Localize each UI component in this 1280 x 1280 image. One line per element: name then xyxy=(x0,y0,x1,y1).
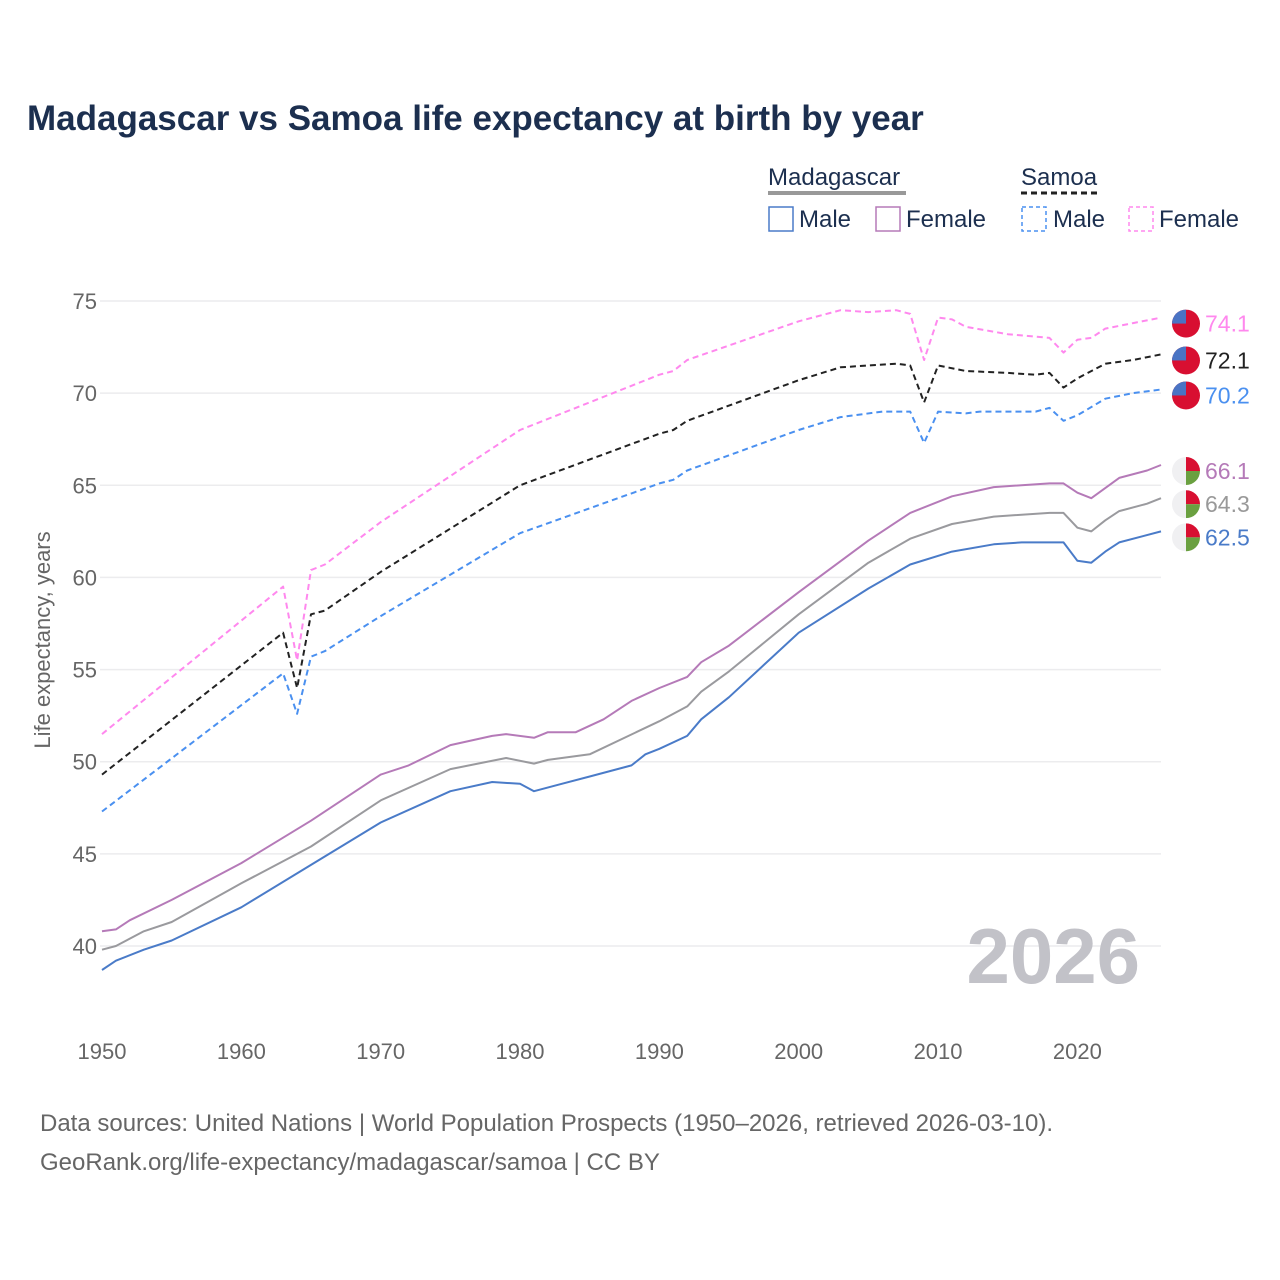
end-value-label: 72.1 xyxy=(1205,347,1250,373)
source-line-1: Data sources: United Nations | World Pop… xyxy=(40,1110,1053,1137)
legend-group-samoa: Samoa xyxy=(1021,164,1098,191)
legend-madagascar-male[interactable]: Male xyxy=(799,206,851,233)
y-tick-label: 45 xyxy=(73,842,97,867)
end-value-label: 64.3 xyxy=(1205,491,1250,517)
y-tick-label: 65 xyxy=(73,473,97,498)
legend-swatch-samoa-male xyxy=(1021,206,1047,232)
end-value-label: 62.5 xyxy=(1205,524,1250,550)
x-tick-label: 1990 xyxy=(635,1039,684,1064)
samoa-flag-icon xyxy=(1172,346,1200,375)
samoa-flag-icon xyxy=(1172,381,1200,410)
legend-madagascar-female[interactable]: Female xyxy=(906,206,986,233)
x-tick-label: 2010 xyxy=(914,1039,963,1064)
y-tick-label: 75 xyxy=(73,289,97,314)
legend-samoa-female[interactable]: Female xyxy=(1159,206,1239,233)
x-tick-label: 2000 xyxy=(774,1039,823,1064)
series-line-madagascar-female xyxy=(101,464,1162,933)
x-tick-label: 1980 xyxy=(496,1039,545,1064)
legend-swatch-madagascar-female xyxy=(875,206,901,232)
end-value-label: 74.1 xyxy=(1205,311,1250,337)
samoa-flag-icon xyxy=(1172,309,1200,338)
x-tick-label: 1950 xyxy=(78,1039,127,1064)
y-tick-label: 60 xyxy=(73,565,97,590)
chart-title: Madagascar vs Samoa life expectancy at b… xyxy=(27,99,924,138)
madagascar-flag-icon xyxy=(1172,523,1200,552)
legend-swatch-madagascar-male xyxy=(768,206,794,232)
year-watermark: 2026 xyxy=(966,912,1140,1000)
end-value-label: 70.2 xyxy=(1205,382,1250,408)
x-tick-label: 2020 xyxy=(1053,1039,1102,1064)
y-tick-label: 50 xyxy=(73,750,97,775)
series-line-samoa-total xyxy=(101,353,1162,776)
y-tick-label: 40 xyxy=(73,934,97,959)
series-line-samoa-female xyxy=(101,309,1162,735)
series-line-madagascar-total xyxy=(101,497,1162,951)
legend: Madagascar Male Female Samoa Male Female xyxy=(768,164,1239,233)
legend-group-madagascar: Madagascar xyxy=(768,164,900,191)
end-value-label: 66.1 xyxy=(1205,458,1250,484)
x-tick-label: 1970 xyxy=(356,1039,405,1064)
legend-swatch-samoa-female xyxy=(1128,206,1154,232)
y-tick-label: 55 xyxy=(73,658,97,683)
source-line-2[interactable]: GeoRank.org/life-expectancy/madagascar/s… xyxy=(40,1149,660,1176)
madagascar-flag-icon xyxy=(1172,490,1200,519)
legend-samoa-male[interactable]: Male xyxy=(1053,206,1105,233)
x-tick-label: 1960 xyxy=(217,1039,266,1064)
y-axis-label: Life expectancy, years xyxy=(30,531,55,748)
series-line-samoa-male xyxy=(101,388,1162,813)
y-tick-label: 70 xyxy=(73,381,97,406)
series-line-madagascar-male xyxy=(101,530,1162,971)
madagascar-flag-icon xyxy=(1172,457,1200,486)
